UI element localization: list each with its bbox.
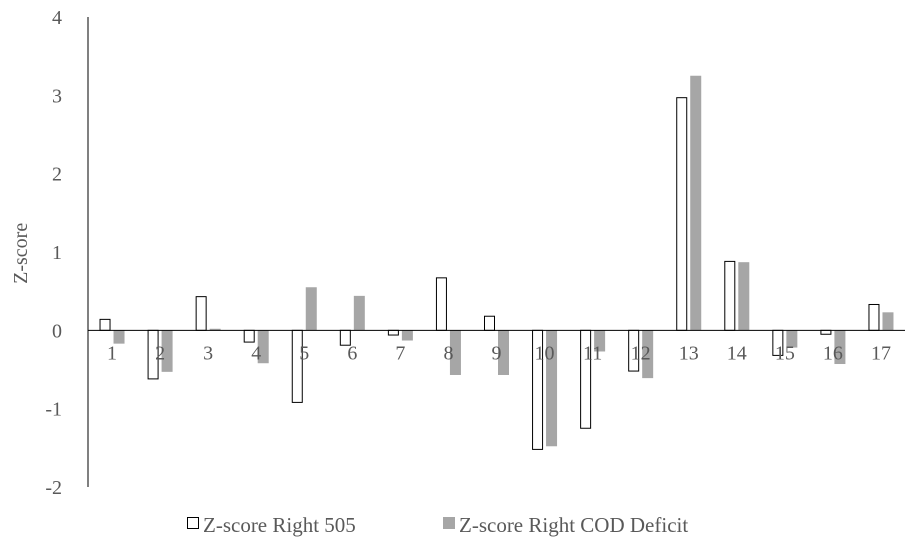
category-label: 15 [775, 342, 795, 364]
bar-right-505 [435, 277, 447, 331]
category-label: 10 [535, 342, 555, 364]
category-label: 5 [299, 342, 309, 364]
category-label: 12 [631, 342, 651, 364]
bar-right-cod-deficit [546, 330, 558, 447]
category-label: 17 [871, 342, 891, 364]
category-label: 13 [679, 342, 699, 364]
bar-right-505 [484, 315, 495, 331]
legend-swatch-right-505 [187, 517, 199, 529]
category-labels: 1 2 3 4 5 6 7 8 9 10 11 12 13 14 15 16 17 [107, 342, 891, 364]
bar-right-cod-deficit [690, 75, 702, 331]
bar-right-cod-deficit [738, 262, 750, 331]
y-tick-label: 0 [52, 320, 62, 342]
bar-right-505 [195, 296, 207, 331]
y-axis-title: Z-score [10, 223, 32, 284]
category-label: 14 [727, 342, 747, 364]
bars [99, 75, 894, 450]
bar-right-cod-deficit [449, 330, 461, 375]
category-label: 2 [155, 342, 165, 364]
legend-swatch-right-cod-deficit [443, 517, 455, 529]
bar-right-cod-deficit [257, 330, 269, 364]
bar-right-cod-deficit [786, 330, 798, 348]
category-label: 3 [203, 342, 213, 364]
y-tick-label: -2 [45, 477, 62, 499]
bar-right-505 [291, 329, 303, 403]
legend-label-right-505: Z-score Right 505 [203, 513, 356, 537]
bar-right-505 [387, 329, 399, 336]
bar-right-cod-deficit [209, 328, 221, 331]
bar-right-505 [820, 329, 832, 335]
y-tick-label: 1 [52, 242, 62, 264]
bar-right-505 [724, 260, 736, 331]
category-label: 8 [443, 342, 453, 364]
bar-right-cod-deficit [161, 330, 173, 372]
category-label: 7 [395, 342, 405, 364]
bar-right-505 [676, 97, 688, 331]
bar-right-cod-deficit [642, 330, 654, 379]
y-tick-label: 3 [52, 85, 62, 107]
bar-right-cod-deficit [305, 287, 317, 331]
category-label: 6 [347, 342, 357, 364]
y-tick-label: -1 [45, 399, 62, 421]
category-label: 11 [583, 342, 602, 364]
category-label: 4 [251, 342, 261, 364]
y-tick-label: 4 [52, 7, 62, 29]
category-label: 1 [107, 342, 117, 364]
bar-right-cod-deficit [834, 330, 846, 365]
bar-right-cod-deficit [594, 330, 606, 352]
bar-right-505 [99, 318, 111, 331]
category-label: 9 [492, 342, 502, 364]
bar-right-cod-deficit [401, 330, 413, 341]
legend-label-right-cod-deficit: Z-score Right COD Deficit [459, 513, 688, 537]
bar-right-cod-deficit [113, 330, 125, 344]
legend: Z-score Right 505 Z-score Right COD Defic… [187, 513, 688, 537]
y-tick-label: 2 [52, 164, 62, 186]
bar-right-505 [243, 329, 255, 343]
category-label: 16 [823, 342, 843, 364]
y-tick-labels: 4 3 2 1 0 -1 -2 [45, 7, 62, 499]
bar-right-cod-deficit [882, 312, 894, 331]
bar-right-cod-deficit [498, 330, 509, 375]
bar-right-505 [868, 303, 880, 331]
bar-right-cod-deficit [353, 295, 365, 331]
